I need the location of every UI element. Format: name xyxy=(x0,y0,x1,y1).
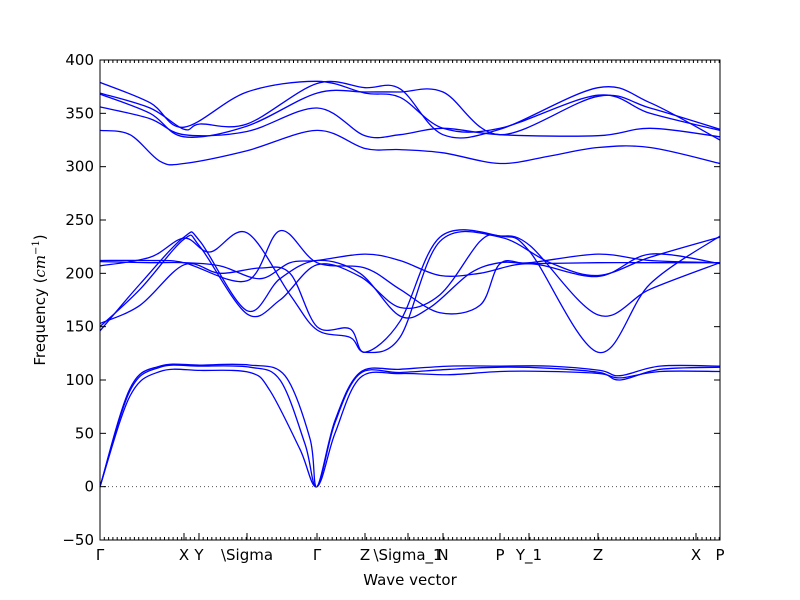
y-tick-label: −50 xyxy=(62,531,94,549)
band-line-10 xyxy=(99,129,721,166)
x-tick-label: \Sigma_1 xyxy=(373,546,442,565)
y-axis-ticks: −50 0 50 100 150 200 250 300 350 400 xyxy=(62,51,720,549)
band-line-9 xyxy=(99,230,720,315)
x-tick-label: Z xyxy=(360,546,370,564)
x-tick-label: Z xyxy=(593,546,603,564)
band-line-14 xyxy=(99,80,721,133)
band-line-12 xyxy=(99,88,721,138)
x-tick-label: Γ xyxy=(313,546,322,564)
band-line-1 xyxy=(99,368,721,488)
band-line-5 xyxy=(99,234,721,328)
y-tick-label: 350 xyxy=(65,104,94,122)
x-tick-label: X xyxy=(179,546,189,564)
x-tick-label: Γ xyxy=(96,546,105,564)
band-line-4 xyxy=(99,231,721,332)
band-line-2 xyxy=(99,364,721,488)
x-tick-label: Y_1 xyxy=(515,546,542,565)
x-axis-label: Wave vector xyxy=(363,571,457,589)
y-tick-label: 400 xyxy=(65,51,94,69)
band-line-3 xyxy=(99,363,721,488)
x-tick-label: P xyxy=(495,546,504,564)
y-tick-label: 100 xyxy=(65,371,94,389)
x-tick-label: P xyxy=(715,546,724,564)
y-axis-label: Frequency (cm−1) xyxy=(31,234,49,365)
x-tick-label: Y xyxy=(193,546,204,564)
band-line-11 xyxy=(99,106,721,139)
band-line-8 xyxy=(99,253,721,280)
y-tick-label: 200 xyxy=(65,264,94,282)
y-tick-label: 250 xyxy=(65,211,94,229)
y-tick-label: 300 xyxy=(65,158,94,176)
bands-group xyxy=(99,80,721,488)
x-tick-label: \Sigma xyxy=(221,546,273,564)
band-line-13 xyxy=(99,80,721,141)
x-tick-label: X xyxy=(691,546,701,564)
y-tick-label: 50 xyxy=(75,424,94,442)
x-axis-ticks: Γ X Y \Sigma Γ Z \Sigma_1N P Y_1 Z X P xyxy=(96,60,725,565)
y-tick-label: 150 xyxy=(65,318,94,336)
y-tick-label: 0 xyxy=(84,478,94,496)
band-line-6 xyxy=(99,229,721,353)
x-tick-label: N xyxy=(437,546,448,564)
band-line-7 xyxy=(99,230,721,354)
